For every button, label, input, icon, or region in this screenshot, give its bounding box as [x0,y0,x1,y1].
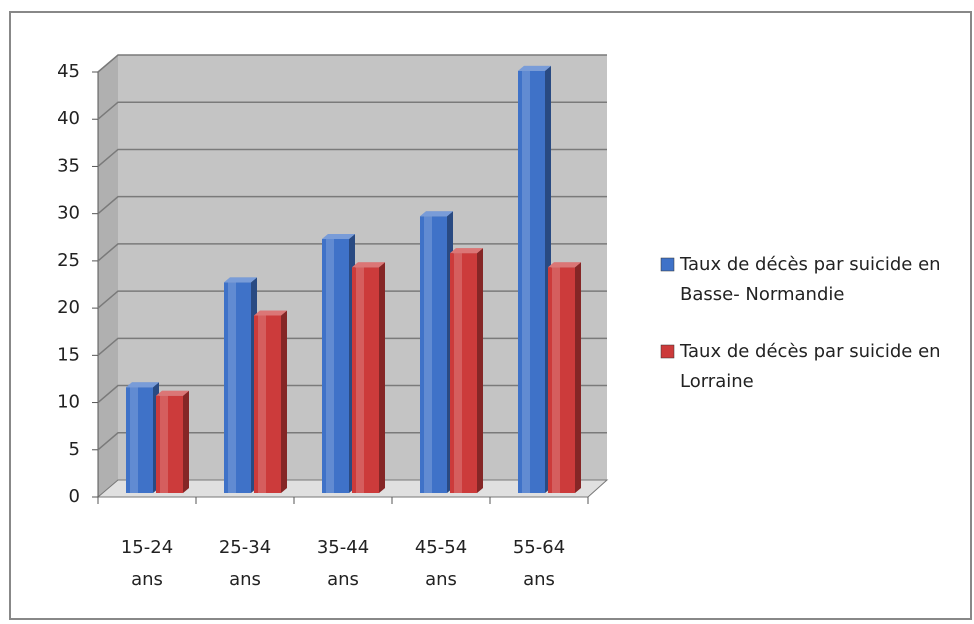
side-wall [98,55,118,497]
y-tick-label: 45 [57,61,80,82]
bar-top [322,233,355,239]
bar-side-shade [477,248,483,493]
bar-top-light [322,233,355,239]
bar-top-light [548,262,581,268]
legend-swatch [660,344,675,359]
bar-shine [424,216,432,493]
bar-top-light [518,65,551,71]
bar-side-shade [575,262,581,493]
bar [254,315,281,493]
bar-top [420,211,453,217]
bar [518,70,545,493]
bar [450,253,477,493]
bar [126,387,153,493]
y-tick-label: 30 [57,203,80,224]
bar [352,267,379,493]
grid-line [97,54,607,73]
x-tick-label: 25-34 ans [218,537,272,590]
y-tick-label: 20 [57,297,80,318]
legend-swatch [660,257,675,272]
legend-label: Taux de décès par suicide en Basse- Norm… [680,254,941,305]
y-tick-label: 15 [57,344,80,365]
bar-shine [258,315,266,493]
x-tick-label: 55-64 ans [512,537,566,590]
y-tick-label: 40 [57,108,80,129]
bar-side-shade [281,310,287,493]
bar-top-light [352,262,385,268]
bar [548,267,575,493]
bar [420,216,447,493]
bar-shine [552,267,560,493]
bar [224,282,251,493]
bar-top [126,382,159,388]
grid-line [97,195,607,215]
bar-side [477,248,483,493]
bar-top-light [450,248,483,254]
bar-top-light [126,382,159,388]
bar-side [281,310,287,493]
bar-shine [454,253,462,493]
bar-top [548,262,581,268]
bar-top-light [156,390,189,396]
bar-top [352,262,385,268]
grid-line [97,148,607,168]
bar-side [183,390,189,493]
bar-shine [228,282,236,493]
bar-shine [160,395,168,493]
bar-side [575,262,581,493]
y-tick-label: 10 [57,392,80,413]
bar-top-light [224,277,257,283]
bar-top [450,248,483,254]
bar-shine [130,387,138,493]
x-tick-label: 35-44 ans [316,537,370,590]
y-tick-label: 35 [57,155,80,176]
bar-shine [326,238,334,493]
bar [156,395,183,493]
bar-side-shade [379,262,385,493]
y-tick-label: 25 [57,250,80,271]
bar-top [156,390,189,396]
grid-line [97,101,607,120]
bar-top [224,277,257,283]
bar-top [518,65,551,71]
y-tick-label: 5 [69,439,80,460]
x-tick-label: 45-54 ans [414,537,468,590]
bar-shine [522,70,530,493]
bar-top-light [420,211,453,217]
y-tick-label: 0 [69,486,80,507]
bar-side [379,262,385,493]
bar-side-shade [183,390,189,493]
legend-label: Taux de décès par suicide en Lorraine [680,341,941,392]
bar [322,238,349,493]
bar-top-light [254,310,287,316]
x-tick-label: 15-24 ans [120,537,174,590]
bar-shine [356,267,364,493]
bar-top [254,310,287,316]
